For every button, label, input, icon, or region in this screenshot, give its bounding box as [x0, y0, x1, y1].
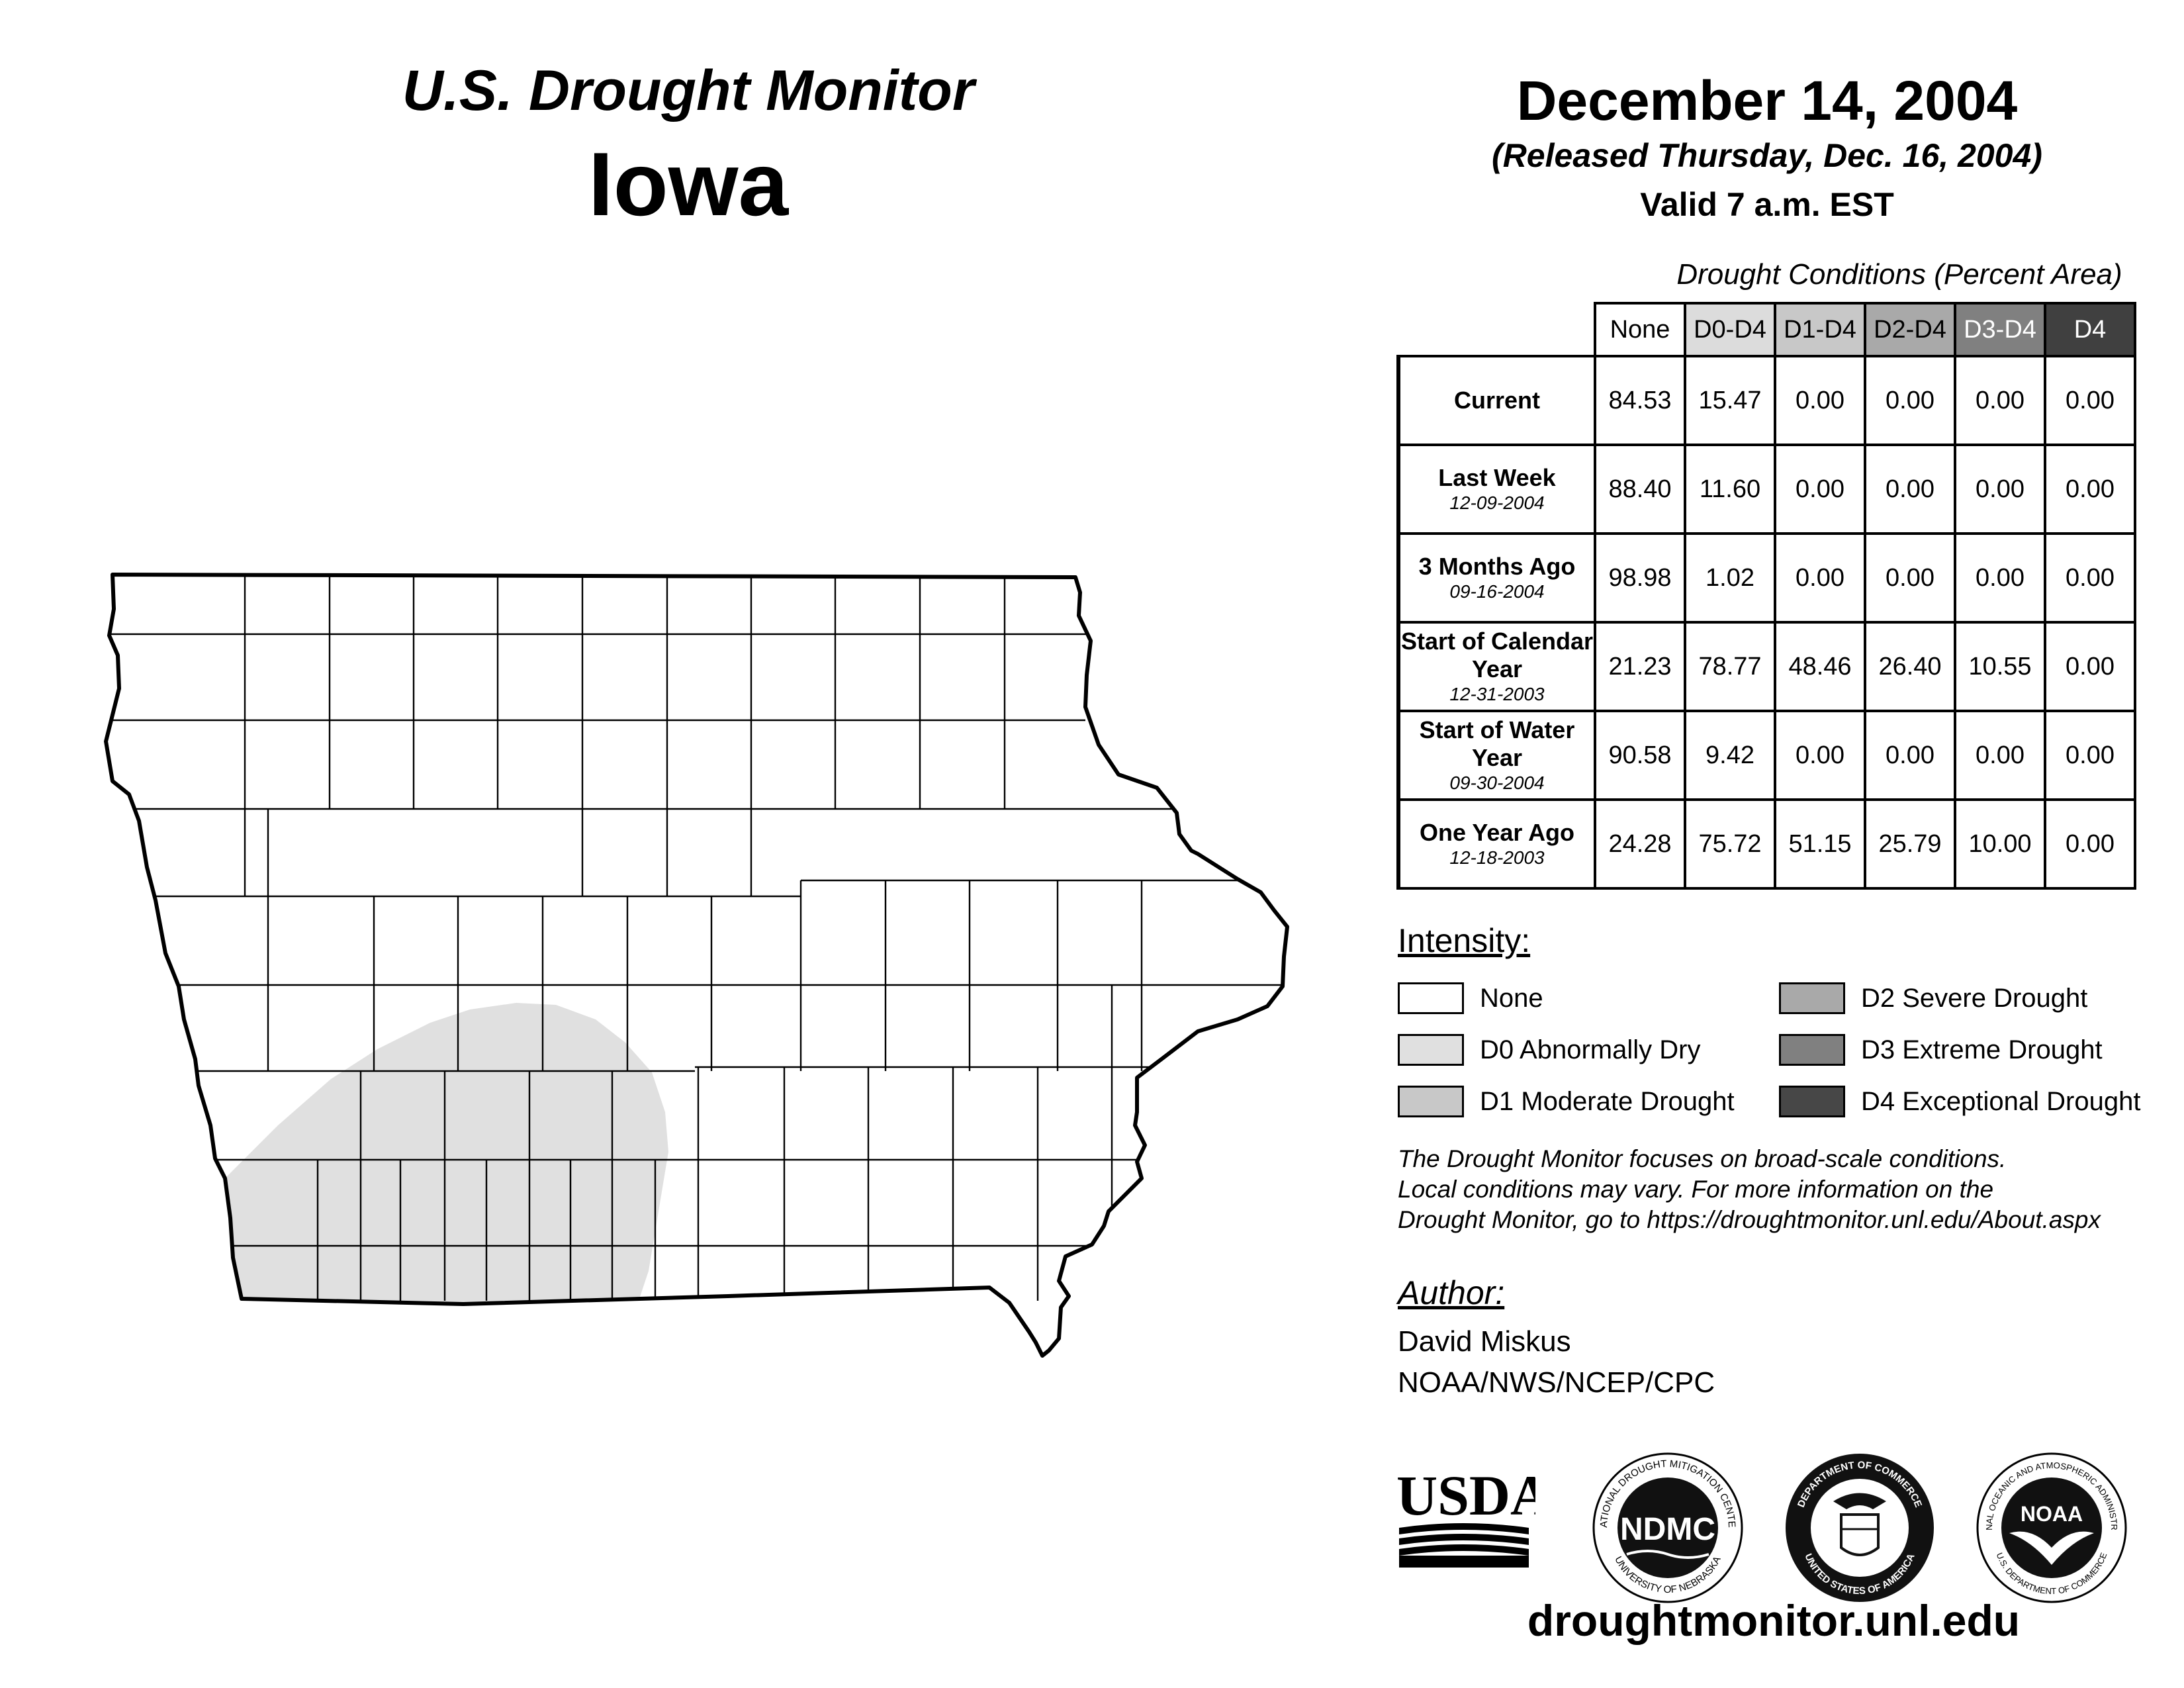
doc-seal-logo: DEPARTMENT OF COMMERCE UNITED STATES OF …	[1786, 1454, 1934, 1602]
table-caption: Drought Conditions (Percent Area)	[1676, 258, 2122, 291]
svg-text:NDMC: NDMC	[1620, 1512, 1715, 1547]
table-cell: 90.58	[1594, 710, 1686, 801]
legend-swatch	[1398, 982, 1464, 1014]
table-row: Start of Water Year 09-30-2004 90.58 9.42…	[1396, 710, 2136, 801]
table-cell: 15.47	[1684, 355, 1776, 446]
table-cell: 25.79	[1864, 798, 1956, 890]
col-header: D0-D4	[1684, 302, 1776, 357]
table-cell: 0.00	[2044, 532, 2136, 624]
legend-swatch	[1779, 1086, 1845, 1117]
author-name: David Miskus	[1398, 1325, 1571, 1358]
ndmc-logo: NATIONAL DROUGHT MITIGATION CENTER UNIVE…	[1588, 1448, 1743, 1603]
table-cell: 0.00	[1864, 355, 1956, 446]
table-cell: 24.28	[1594, 798, 1686, 890]
table-cell: 1.02	[1684, 532, 1776, 624]
table-cell: 0.00	[2044, 621, 2136, 712]
table-row: One Year Ago 12-18-2003 24.28 75.72 51.15…	[1396, 798, 2136, 890]
row-date: 12-31-2003	[1449, 684, 1545, 704]
legend-item-d3: D3 Extreme Drought	[1779, 1033, 2103, 1067]
table-cell: 0.00	[2044, 710, 2136, 801]
table-row: Start of Calendar Year 12-31-2003 21.23 7…	[1396, 621, 2136, 712]
col-header: D4	[2044, 302, 2136, 357]
table-cell: 0.00	[1864, 532, 1956, 624]
table-cell: 78.77	[1684, 621, 1776, 712]
legend-item-d4: D4 Exceptional Drought	[1779, 1084, 2140, 1119]
row-label: Last Week 12-09-2004	[1396, 444, 1596, 535]
table-cell: 75.72	[1684, 798, 1776, 890]
svg-text:NOAA: NOAA	[2021, 1502, 2083, 1526]
table-cell: 0.00	[1774, 532, 1866, 624]
table-cell: 21.23	[1594, 621, 1686, 712]
table-cell: 0.00	[1954, 355, 2046, 446]
author-org: NOAA/NWS/NCEP/CPC	[1398, 1366, 1715, 1399]
table-cell: 0.00	[1954, 444, 2046, 535]
table-row: 3 Months Ago 09-16-2004 98.98 1.02 0.00 0…	[1396, 532, 2136, 624]
col-header: D1-D4	[1774, 302, 1866, 357]
table-row: Current 84.53 15.47 0.00 0.00 0.00 0.00	[1396, 355, 2136, 446]
row-date: 09-30-2004	[1449, 773, 1545, 793]
map-date: December 14, 2004	[1516, 70, 2018, 132]
table-cell: 10.55	[1954, 621, 2046, 712]
table-cell: 10.00	[1954, 798, 2046, 890]
table-cell: 0.00	[2044, 444, 2136, 535]
table-row: Last Week 12-09-2004 88.40 11.60 0.00 0.0…	[1396, 444, 2136, 535]
noaa-logo: NATIONAL OCEANIC AND ATMOSPHERIC ADMINIS…	[1972, 1448, 2127, 1603]
svg-text:USDA: USDA	[1396, 1464, 1535, 1527]
state-name: Iowa	[588, 134, 789, 234]
disclaimer-note: The Drought Monitor focuses on broad-sca…	[1398, 1145, 2101, 1233]
table-cell: 26.40	[1864, 621, 1956, 712]
legend-swatch	[1779, 982, 1845, 1014]
table-cell: 0.00	[1864, 444, 1956, 535]
drought-table: None D0-D4 D1-D4 D2-D4 D3-D4 D4 Current …	[1396, 302, 2136, 890]
table-cell: 0.00	[1774, 355, 1866, 446]
table-cell: 0.00	[1954, 710, 2046, 801]
col-header: D2-D4	[1864, 302, 1956, 357]
table-cell: 98.98	[1594, 532, 1686, 624]
legend-title: Intensity:	[1398, 922, 1531, 959]
legend-item-d2: D2 Severe Drought	[1779, 981, 2087, 1015]
row-date: 12-18-2003	[1449, 847, 1545, 868]
row-label: One Year Ago 12-18-2003	[1396, 798, 1596, 890]
table-cell: 11.60	[1684, 444, 1776, 535]
usda-logo: USDA	[1396, 1464, 1535, 1568]
row-label: Start of Calendar Year 12-31-2003	[1396, 621, 1596, 712]
row-label: 3 Months Ago 09-16-2004	[1396, 532, 1596, 624]
table-cell: 0.00	[1864, 710, 1956, 801]
legend-item-d1: D1 Moderate Drought	[1398, 1084, 1735, 1119]
table-cell: 51.15	[1774, 798, 1866, 890]
table-cell: 0.00	[1774, 710, 1866, 801]
legend-item-d0: D0 Abnormally Dry	[1398, 1033, 1700, 1067]
table-cell: 9.42	[1684, 710, 1776, 801]
row-date: 12-09-2004	[1449, 492, 1545, 513]
legend-swatch	[1779, 1034, 1845, 1066]
website-url: droughtmonitor.unl.edu	[1527, 1596, 2021, 1645]
table-cell: 84.53	[1594, 355, 1686, 446]
monitor-title: U.S. Drought Monitor	[402, 59, 975, 122]
author-heading: Author:	[1398, 1274, 1505, 1311]
legend-swatch	[1398, 1086, 1464, 1117]
col-header: D3-D4	[1954, 302, 2046, 357]
table-cell: 0.00	[1774, 444, 1866, 535]
iowa-outline	[104, 573, 1289, 1358]
row-label: Current	[1396, 355, 1596, 446]
table-header-row: None D0-D4 D1-D4 D2-D4 D3-D4 D4	[1398, 302, 2136, 357]
col-header: None	[1594, 302, 1686, 357]
table-cell: 88.40	[1594, 444, 1686, 535]
author-block: David Miskus NOAA/NWS/NCEP/CPC	[1398, 1321, 1715, 1403]
row-label: Start of Water Year 09-30-2004	[1396, 710, 1596, 801]
iowa-map	[104, 573, 1289, 1358]
release-date: (Released Thursday, Dec. 16, 2004)	[1492, 137, 2042, 174]
table-cell: 0.00	[2044, 355, 2136, 446]
valid-time: Valid 7 a.m. EST	[1640, 186, 1894, 223]
table-cell: 0.00	[2044, 798, 2136, 890]
row-date: 09-16-2004	[1449, 581, 1545, 602]
legend-swatch	[1398, 1034, 1464, 1066]
table-cell: 48.46	[1774, 621, 1866, 712]
table-cell: 0.00	[1954, 532, 2046, 624]
legend-item-none: None	[1398, 981, 1543, 1015]
